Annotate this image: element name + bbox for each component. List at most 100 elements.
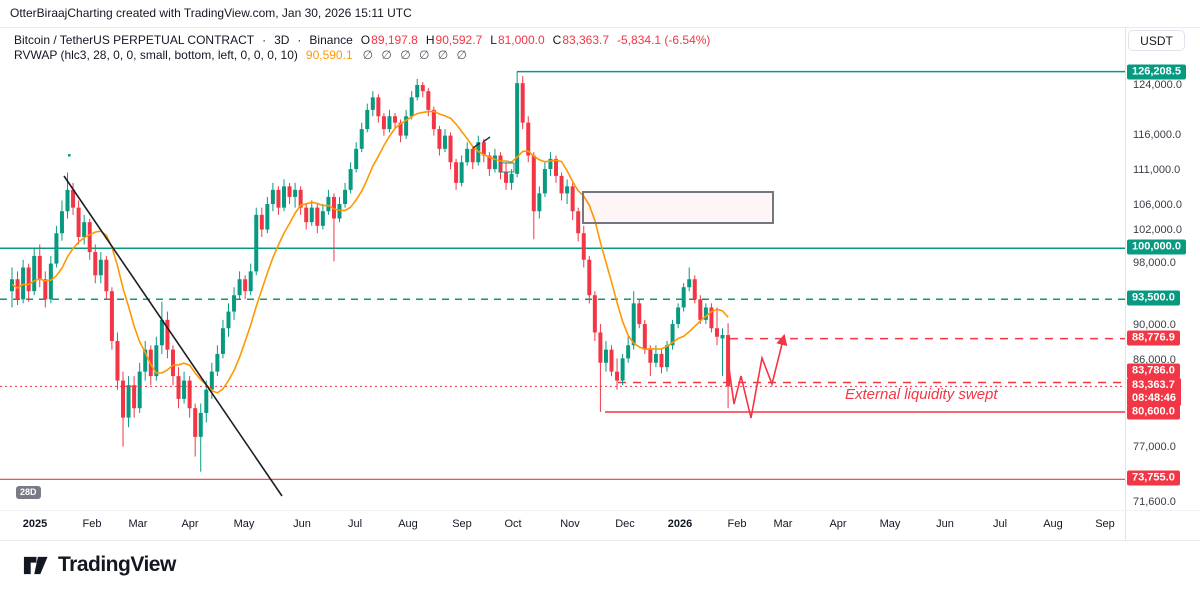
- price-level-label: 73,755.0: [1127, 470, 1180, 486]
- candle-body: [48, 263, 53, 300]
- external-liquidity-annotation[interactable]: External liquidity swept: [845, 386, 998, 403]
- countdown-timer: 08:48:46: [1132, 392, 1177, 404]
- candle-body: [220, 328, 225, 354]
- price-axis-tick: 77,000.0: [1133, 441, 1176, 453]
- rvwap-line[interactable]: [11, 110, 729, 394]
- candle-body: [526, 122, 531, 156]
- small-box-marker[interactable]: [498, 162, 515, 173]
- candle-body: [487, 155, 492, 170]
- candle-body: [204, 389, 209, 413]
- candle-body: [565, 186, 570, 194]
- price-level-label: 83,363.7 08:48:46: [1127, 378, 1182, 406]
- candle-body: [226, 311, 231, 329]
- low-value: L81,000.0: [490, 33, 545, 47]
- high-value: H90,592.7: [425, 33, 483, 47]
- price-axis-tick: 86,000.0: [1133, 354, 1176, 366]
- price-level-label: 88,776.9: [1127, 330, 1180, 346]
- price-projection-arrow[interactable]: [728, 333, 788, 419]
- candle-body: [287, 186, 292, 197]
- price-axis-tick: 124,000.0: [1133, 79, 1182, 91]
- candle-body: [348, 169, 353, 190]
- candle-body: [143, 349, 148, 372]
- candle-body: [298, 189, 303, 208]
- price-axis-tick: 111,000.0: [1133, 164, 1181, 176]
- candle-body: [259, 214, 264, 230]
- time-axis-tick: Aug: [398, 518, 418, 530]
- legend-separator: ·: [297, 33, 302, 47]
- candle-body: [15, 279, 20, 300]
- candle-body: [603, 349, 608, 363]
- time-axis[interactable]: 2025 Feb Mar Apr May Jun Jul Aug Sep Oct Nov Dec 202…: [0, 510, 1200, 540]
- symbol-title: Bitcoin / TetherUS PERPETUAL CONTRACT: [14, 33, 255, 47]
- candle-body: [703, 307, 708, 320]
- supply-zone-box[interactable]: [582, 191, 774, 224]
- indicator-legend-row[interactable]: RVWAP (hlc3, 28, 0, 0, small, bottom, le…: [14, 48, 710, 63]
- candle-body: [65, 189, 70, 212]
- candle-body: [637, 303, 642, 325]
- candle-body: [21, 267, 26, 300]
- candle-body: [93, 252, 98, 276]
- candle-body: [515, 83, 520, 174]
- candle-body: [726, 335, 731, 387]
- tick-mark: [472, 142, 481, 149]
- candle-body: [665, 345, 670, 368]
- candle-body: [676, 307, 681, 325]
- time-axis-tick: Feb: [727, 518, 747, 530]
- candle-body: [132, 385, 137, 409]
- descending-trendline[interactable]: [63, 175, 283, 497]
- time-axis-tick: 2026: [667, 518, 693, 530]
- candle-body: [76, 207, 81, 237]
- price-axis-tick: 116,000.0: [1133, 129, 1182, 141]
- time-axis-tick: 2025: [22, 518, 48, 530]
- candle-body: [154, 345, 159, 377]
- candle-body: [409, 97, 414, 117]
- price-level-label: 93,500.0: [1127, 290, 1180, 306]
- candle-body: [182, 380, 187, 399]
- candle-body: [542, 169, 547, 194]
- watermark-text: OtterBiraajCharting created with Trading…: [10, 6, 412, 20]
- candle-body: [270, 189, 275, 205]
- price-axis-tick: 90,000.0: [1133, 319, 1176, 331]
- interval-label: 3D: [274, 33, 290, 47]
- candle-body: [531, 155, 536, 212]
- time-axis-tick: Jul: [992, 518, 1008, 530]
- time-axis-tick: Sep: [1095, 518, 1115, 530]
- candle-body: [276, 189, 281, 208]
- candle-body: [365, 109, 370, 130]
- currency-toggle-button[interactable]: USDT: [1128, 30, 1185, 51]
- candle-body: [54, 233, 59, 264]
- candle-body: [537, 193, 542, 212]
- candle-body: [243, 279, 248, 292]
- chart-plot-area[interactable]: [0, 70, 1125, 497]
- tradingview-logo[interactable]: TradingView: [22, 552, 176, 579]
- symbol-legend-row[interactable]: Bitcoin / TetherUS PERPETUAL CONTRACT · …: [14, 33, 710, 48]
- candle-body: [553, 158, 558, 176]
- candle-body: [570, 186, 575, 212]
- candle-body: [109, 291, 114, 341]
- candle-body: [548, 158, 553, 170]
- candle-body: [82, 222, 87, 237]
- candle-body: [581, 233, 586, 260]
- candle-body: [237, 279, 242, 296]
- candle-body: [598, 332, 603, 363]
- candle-body: [465, 148, 470, 163]
- candle-body: [504, 172, 509, 183]
- candle-body: [681, 287, 686, 308]
- candle-body: [315, 207, 320, 226]
- candle-body: [426, 91, 431, 110]
- candle-body: [71, 189, 76, 208]
- price-level-label: 80,600.0: [1127, 404, 1180, 420]
- candle-body: [87, 222, 92, 253]
- candle-body: [492, 155, 497, 170]
- time-axis-tick: Aug: [1043, 518, 1063, 530]
- candle-body: [265, 204, 270, 230]
- candle-body: [714, 328, 719, 337]
- price-axis[interactable]: 124,000.0 116,000.0 111,000.0 106,000.0 102,…: [1125, 27, 1200, 540]
- candle-body: [337, 204, 342, 219]
- chart-legend[interactable]: Bitcoin / TetherUS PERPETUAL CONTRACT · …: [14, 33, 710, 63]
- candle-body: [393, 116, 398, 123]
- candle-body: [592, 295, 597, 333]
- candle-body: [481, 142, 486, 156]
